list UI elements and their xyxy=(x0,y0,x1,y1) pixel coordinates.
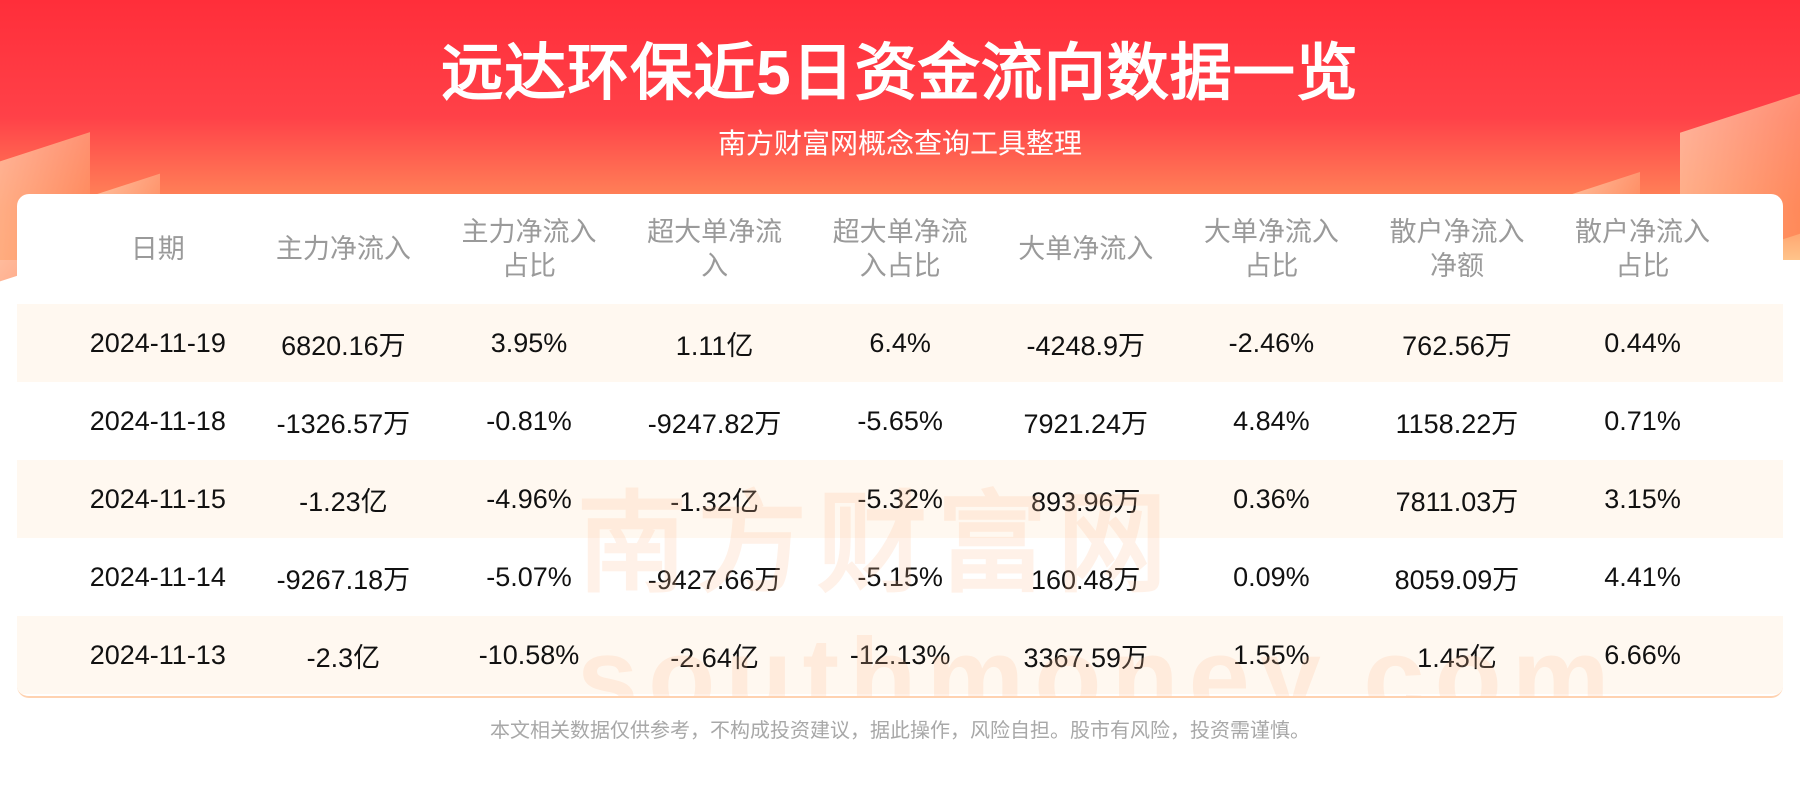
table-cell: 4.84% xyxy=(1233,405,1310,436)
table-cell: 2024-11-14 xyxy=(89,561,226,592)
column-header: 超大单净流入占比 xyxy=(832,217,968,281)
table-row: 2024-11-19 6820.16万 3.95% 1.11亿 6.4% -4248.9万… xyxy=(17,304,1783,382)
table-cell: -9267.18万 xyxy=(276,564,411,595)
table-row: 2024-11-14 -9267.18万 -5.07% -9427.66万 -5.15%… xyxy=(17,538,1783,616)
table-cell: 2024-11-18 xyxy=(89,405,226,436)
table-cell: 1.11亿 xyxy=(675,330,754,361)
table-cell: -9247.82万 xyxy=(647,408,782,439)
table-row: 2024-11-15 -1.23亿 -4.96% -1.32亿 -5.32% 893.96… xyxy=(17,460,1783,538)
table-cell: -2.3亿 xyxy=(306,642,381,673)
table-cell: 4.41% xyxy=(1604,561,1681,592)
table-cell: -5.07% xyxy=(486,561,572,592)
table-cell: -5.65% xyxy=(857,405,943,436)
table-cell: 6.4% xyxy=(869,327,931,358)
table-cell: 3.15% xyxy=(1604,483,1681,514)
table-cell: 0.71% xyxy=(1604,405,1681,436)
table-row: 2024-11-13 -2.3亿 -10.58% -2.64亿 -12.13% 3367.… xyxy=(17,616,1783,694)
table-cell: -5.15% xyxy=(857,561,943,592)
table-cell: 3367.59万 xyxy=(1023,642,1149,673)
table-cell: 7921.24万 xyxy=(1023,408,1149,439)
table-cell: 0.36% xyxy=(1233,483,1310,514)
table-cell: 1.55% xyxy=(1233,639,1310,670)
column-header: 主力净流入 xyxy=(275,234,411,264)
column-header: 大单净流入占比 xyxy=(1203,217,1339,281)
column-header: 散户净流入净额 xyxy=(1389,217,1525,281)
table-cell: 0.09% xyxy=(1233,561,1310,592)
table-row: 2024-11-18 -1326.57万 -0.81% -9247.82万 -5.65%… xyxy=(17,382,1783,460)
table-cell: -4248.9万 xyxy=(1026,330,1146,361)
table-cell: -2.64亿 xyxy=(670,642,759,673)
column-header: 超大单净流入 xyxy=(647,217,783,281)
page-subtitle: 南方财富网概念查询工具整理 xyxy=(717,128,1082,159)
table-cell: 6820.16万 xyxy=(281,330,406,361)
table-cell: -2.46% xyxy=(1228,327,1315,358)
table-cell: 2024-11-19 xyxy=(89,327,226,358)
table-cell: 8059.09万 xyxy=(1394,564,1520,595)
table-cell: -10.58% xyxy=(478,639,580,670)
table-cell: -1326.57万 xyxy=(276,408,411,439)
table-cell: -1.23亿 xyxy=(299,486,388,517)
column-header: 日期 xyxy=(130,234,185,264)
table-cell: 1.45亿 xyxy=(1417,642,1497,673)
table-cell: 2024-11-15 xyxy=(89,483,226,514)
table-cell: 6.66% xyxy=(1604,639,1681,670)
table-cell: -12.13% xyxy=(849,639,951,670)
table-cell: -0.81% xyxy=(486,405,572,436)
column-header: 大单净流入 xyxy=(1018,234,1154,264)
table-cell: 1158.22万 xyxy=(1395,408,1519,439)
table-cell: 160.48万 xyxy=(1030,564,1141,595)
table-cell: -9427.66万 xyxy=(647,564,782,595)
column-header: 主力净流入占比 xyxy=(461,217,597,281)
page-title: 远达环保近5日资金流向数据一览 xyxy=(441,39,1359,108)
table-cell: 0.44% xyxy=(1604,327,1681,358)
disclaimer: 本文相关数据仅供参考，不构成投资建议，据此操作，风险自担。股市有风险，投资需谨慎… xyxy=(490,720,1310,742)
table-cell: 7811.03万 xyxy=(1395,486,1519,517)
table-cell: 2024-11-13 xyxy=(89,639,226,670)
fund-flow-table: 日期 主力净流入 主力净流入占比 超大单净流入 超大单净流入占比 大单净流入 大单净流入占比… xyxy=(17,194,1783,698)
table-cell: -5.32% xyxy=(857,483,943,514)
table-cell: 893.96万 xyxy=(1030,486,1141,517)
table-cell: 3.95% xyxy=(490,327,568,358)
table-cell: 762.56万 xyxy=(1402,330,1512,361)
table-header: 日期 主力净流入 主力净流入占比 超大单净流入 超大单净流入占比 大单净流入 大单净流入占比… xyxy=(17,194,1783,304)
table-cell: -1.32亿 xyxy=(670,486,759,517)
column-header: 散户净流入占比 xyxy=(1575,217,1711,281)
table-cell: -4.96% xyxy=(486,483,572,514)
